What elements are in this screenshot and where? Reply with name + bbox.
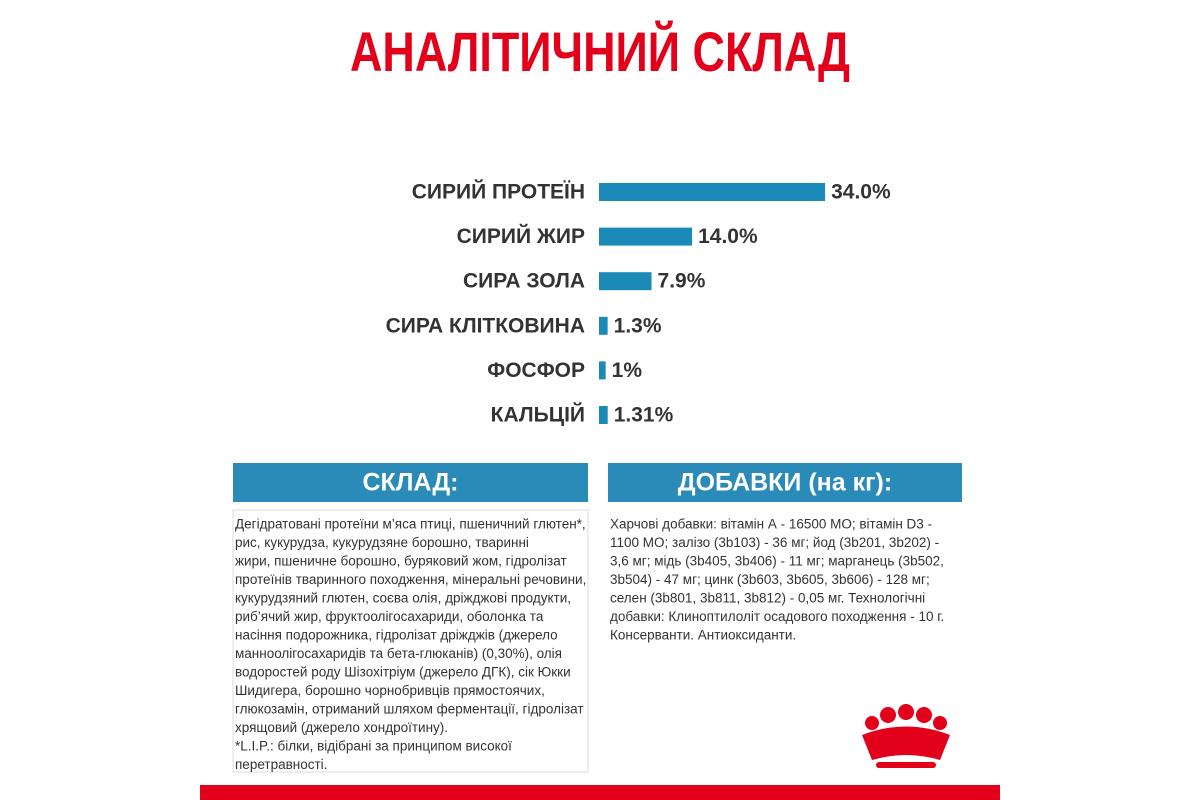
section-header-bg: [233, 463, 588, 502]
section-text: Консерванти. Антиоксиданти.: [610, 628, 796, 643]
footer-band: [200, 785, 1000, 800]
section-text: селен (3b801, 3b811, 3b812) - 0,05 мг. Т…: [610, 591, 925, 606]
section-text: *L.I.P.: білки, відібрані за принципом в…: [235, 739, 512, 754]
section-text: водоростей роду Шізохітріум (джерело ДГК…: [235, 665, 571, 680]
bar: [599, 316, 608, 335]
section-text: рис, кукурудза, кукурудзяне борошно, тва…: [235, 535, 529, 550]
bar: [599, 406, 608, 424]
section-text: 3b504) - 47 мг; цинк (3b603, 3b605, 3b60…: [610, 572, 930, 587]
category-label: СИРА КЛІТКОВИНА: [386, 314, 585, 337]
category-label: СИРА ЗОЛА: [463, 270, 585, 293]
panel-border: [232, 509, 589, 773]
value-label: 1.31%: [614, 404, 674, 427]
section-text: перетравності.: [235, 757, 327, 772]
bar: [599, 183, 826, 201]
value-label: 7.9%: [658, 270, 706, 293]
section-text: Шидигера, борошно чорнобривців прямостоя…: [235, 683, 545, 698]
section-heading: СКЛАД:: [363, 469, 459, 497]
value-label: 1.3%: [614, 314, 662, 337]
section-text: протеїнів тваринного походження, мінерал…: [235, 572, 586, 587]
section-text: жири, пшеничне борошно, буряковий жом, г…: [235, 554, 567, 569]
value-label: 34.0%: [831, 181, 891, 204]
bar: [599, 361, 606, 380]
bar: [599, 272, 652, 291]
section-text: кукурудзяний глютен, соєва олія, дріжджо…: [235, 591, 571, 606]
value-label: 14.0%: [698, 225, 758, 248]
bar: [599, 227, 693, 246]
value-label: 1%: [612, 359, 643, 382]
chart-title: АНАЛІТИЧНИЙ СКЛАД: [350, 20, 850, 83]
category-label: СИРИЙ ЖИР: [457, 224, 585, 248]
section-text: Харчові добавки: вітамін А - 16500 МО; в…: [610, 517, 932, 532]
section-heading: ДОБАВКИ (на кг):: [678, 469, 892, 497]
category-label: КАЛЬЦІЙ: [491, 403, 585, 427]
category-label: СИРИЙ ПРОТЕЇН: [412, 180, 585, 204]
section-text: 1100 МО; залізо (3b103) - 36 мг; йод (3b…: [610, 535, 939, 550]
section-text: риб’ячий жир, фруктоолігосахариди, оболо…: [235, 609, 544, 624]
category-label: ФОСФОР: [487, 359, 585, 382]
section-text: добавки: Клиноптилоліт осадового походже…: [610, 609, 944, 624]
section-text: 3,6 мг; мідь (3b405, 3b406) - 11 мг; мар…: [610, 554, 944, 569]
section-text: глюкозамін, отриманий шляхом ферментації…: [235, 702, 584, 717]
section-text: насіння подорожника, гідролізат дріжджів…: [235, 628, 558, 643]
section-text: манноолігосахаридів та бета-глюканів) (0…: [235, 646, 562, 661]
section-text: хрящовий (джерело хондроїтину).: [235, 720, 448, 735]
section-text: Дегідратовані протеїни м’яса птиці, пшен…: [235, 517, 586, 532]
logo: [862, 704, 950, 768]
section-header-bg: [608, 463, 962, 502]
